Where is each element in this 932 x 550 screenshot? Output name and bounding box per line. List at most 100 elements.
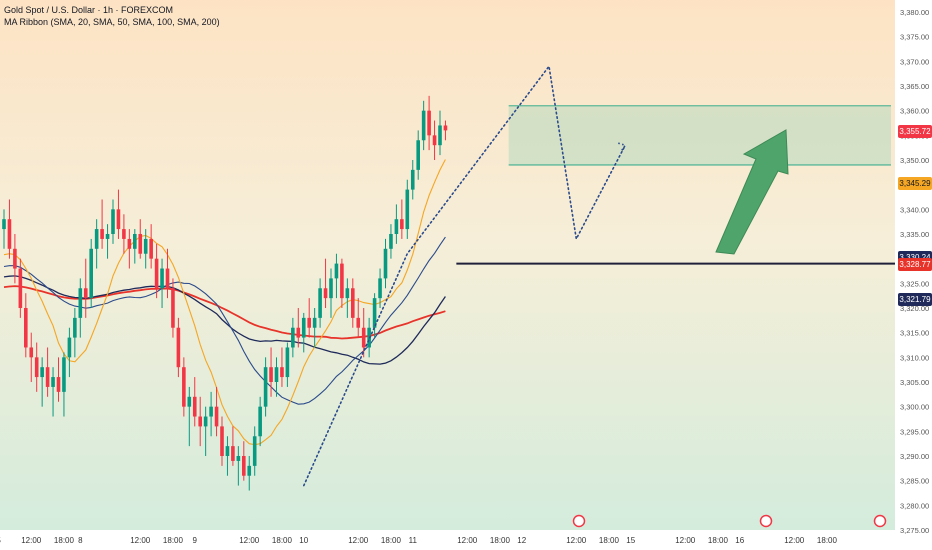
- candle[interactable]: [149, 224, 153, 269]
- candle[interactable]: [405, 179, 410, 239]
- candle[interactable]: [318, 278, 322, 328]
- candle[interactable]: [410, 160, 415, 200]
- candle[interactable]: [198, 396, 202, 447]
- bullish-arrow[interactable]: [715, 129, 789, 255]
- candle[interactable]: [258, 396, 262, 447]
- candle[interactable]: [138, 219, 143, 259]
- candle[interactable]: [209, 391, 213, 437]
- candle[interactable]: [29, 332, 34, 382]
- candle[interactable]: [187, 386, 192, 447]
- x-tick-label: 10: [299, 536, 308, 545]
- ma200-line[interactable]: [3, 285, 446, 340]
- candle[interactable]: [122, 214, 126, 254]
- candle[interactable]: [307, 298, 311, 338]
- candle[interactable]: [285, 342, 290, 387]
- candle[interactable]: [34, 342, 39, 392]
- candle[interactable]: [182, 357, 186, 417]
- candle[interactable]: [345, 278, 350, 318]
- candle[interactable]: [176, 317, 181, 378]
- candle[interactable]: [400, 199, 404, 239]
- candle[interactable]: [236, 446, 241, 486]
- ma100-line[interactable]: [3, 275, 446, 365]
- candle[interactable]: [100, 199, 104, 249]
- candle[interactable]: [334, 253, 339, 299]
- candle[interactable]: [383, 238, 388, 289]
- candle[interactable]: [263, 357, 268, 417]
- event-marker-icon[interactable]: [572, 514, 586, 528]
- event-marker-icon[interactable]: [759, 514, 773, 528]
- candle[interactable]: [356, 298, 361, 338]
- ma50-line[interactable]: [3, 236, 446, 405]
- candle[interactable]: [427, 95, 431, 151]
- candle[interactable]: [127, 229, 132, 269]
- candle[interactable]: [51, 367, 55, 417]
- candle[interactable]: [274, 357, 279, 397]
- candle[interactable]: [2, 209, 6, 249]
- x-tick-label: 18:00: [490, 536, 511, 545]
- candle[interactable]: [83, 258, 88, 318]
- candle[interactable]: [351, 278, 355, 328]
- candle[interactable]: [165, 248, 170, 299]
- candle[interactable]: [78, 278, 83, 338]
- candle[interactable]: [225, 436, 230, 476]
- candle[interactable]: [416, 130, 420, 180]
- ma20-line[interactable]: [3, 159, 446, 446]
- candle[interactable]: [171, 278, 175, 338]
- chart-legend: Gold Spot / U.S. Dollar · 1h · FOREXCOM …: [4, 4, 220, 28]
- candle[interactable]: [133, 229, 137, 264]
- candle[interactable]: [111, 199, 115, 244]
- candle[interactable]: [438, 110, 442, 156]
- candle[interactable]: [247, 456, 252, 491]
- candle[interactable]: [13, 234, 17, 284]
- candle[interactable]: [18, 258, 23, 318]
- candle[interactable]: [323, 258, 328, 308]
- candle[interactable]: [443, 120, 448, 141]
- candle[interactable]: [269, 347, 273, 397]
- candle[interactable]: [301, 312, 306, 353]
- candle[interactable]: [378, 268, 382, 308]
- candle[interactable]: [89, 238, 93, 308]
- candle[interactable]: [394, 204, 399, 244]
- candle[interactable]: [105, 224, 110, 259]
- candle[interactable]: [312, 308, 317, 348]
- projection-path[interactable]: [303, 64, 627, 487]
- candle[interactable]: [421, 100, 426, 151]
- candle[interactable]: [296, 308, 301, 348]
- candle[interactable]: [40, 357, 44, 407]
- candle[interactable]: [340, 258, 344, 308]
- candle[interactable]: [291, 317, 295, 358]
- candle[interactable]: [62, 352, 66, 417]
- resistance-zone[interactable]: [508, 105, 891, 165]
- candle[interactable]: [280, 347, 284, 387]
- candle[interactable]: [372, 293, 377, 338]
- candle[interactable]: [160, 258, 164, 308]
- indicator-title[interactable]: MA Ribbon (SMA, 20, SMA, 50, SMA, 100, S…: [4, 17, 220, 27]
- candle[interactable]: [203, 406, 208, 456]
- symbol-title[interactable]: Gold Spot / U.S. Dollar · 1h · FOREXCOM: [4, 5, 174, 15]
- candle[interactable]: [220, 416, 224, 466]
- candle[interactable]: [7, 199, 12, 259]
- candle[interactable]: [56, 357, 61, 402]
- candle[interactable]: [242, 441, 246, 481]
- candle[interactable]: [154, 243, 159, 299]
- candle[interactable]: [73, 308, 77, 358]
- candle[interactable]: [143, 229, 148, 269]
- event-marker-icon[interactable]: [873, 514, 887, 528]
- candle[interactable]: [24, 293, 28, 358]
- candle[interactable]: [432, 120, 437, 160]
- price-label: 3,328.77: [898, 258, 932, 272]
- y-tick-label: 3,275.00: [900, 526, 929, 535]
- candle[interactable]: [214, 386, 219, 437]
- candle[interactable]: [94, 219, 99, 269]
- price-label: 3,345.29: [898, 176, 932, 190]
- candle[interactable]: [192, 377, 197, 427]
- candle[interactable]: [231, 426, 235, 466]
- candle[interactable]: [67, 327, 72, 378]
- candle[interactable]: [45, 347, 50, 397]
- candle[interactable]: [329, 268, 333, 318]
- candle[interactable]: [252, 426, 257, 476]
- candle[interactable]: [116, 189, 121, 239]
- candle[interactable]: [361, 308, 366, 358]
- candle[interactable]: [389, 224, 393, 259]
